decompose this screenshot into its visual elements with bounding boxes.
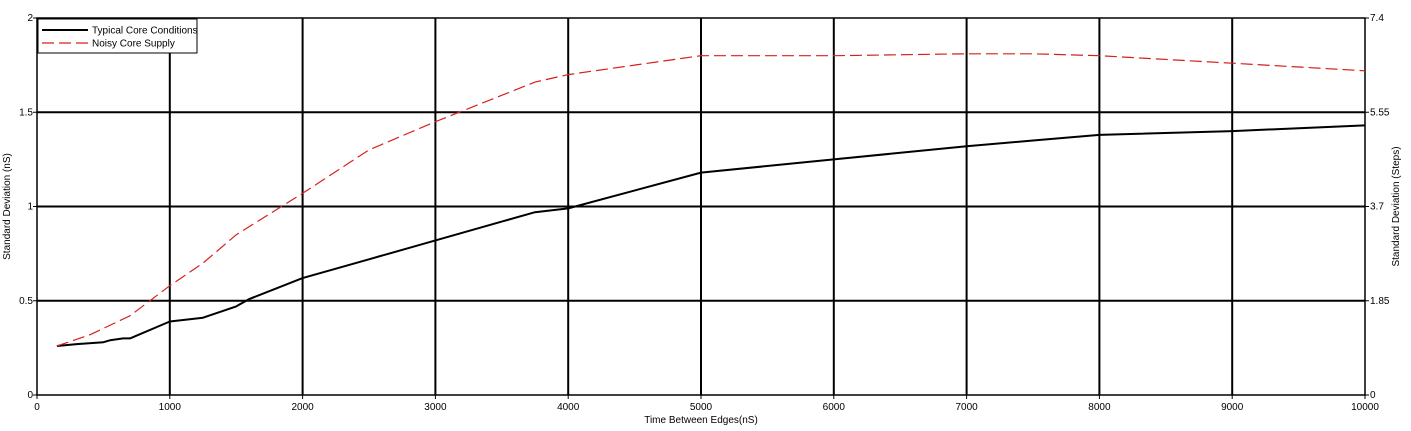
x-tick-label: 4000 [557, 402, 580, 413]
y2-tick-label: 5.55 [1370, 107, 1390, 118]
y-tick-label: 2 [27, 13, 33, 24]
series-line-2 [56, 53, 1366, 347]
legend-label-1: Typical Core Conditions [92, 26, 198, 37]
y2-tick-label: 1.85 [1370, 296, 1390, 307]
x-tick-label: 1000 [159, 402, 182, 413]
x-tick-label: 3000 [424, 402, 447, 413]
x-tick-label: 2000 [291, 402, 314, 413]
y2-axis-title: Standard Deviation (Steps) [1391, 146, 1402, 266]
series-line-1 [56, 124, 1366, 347]
grid-lines [37, 18, 1365, 395]
x-tick-label: 10000 [1351, 402, 1379, 413]
y-tick-label: 0.5 [19, 296, 33, 307]
series-lines [56, 53, 1366, 347]
x-tick-label: 0 [34, 402, 40, 413]
y-tick-label: 1.5 [19, 107, 33, 118]
y2-axis-ticks: 0 1.85 3.7 5.55 7.4 [1365, 13, 1390, 401]
x-tick-label: 8000 [1088, 402, 1111, 413]
y2-tick-label: 0 [1370, 390, 1376, 401]
x-axis-ticks: 0 1000 2000 3000 4000 5000 6000 7000 8000 9000 100… [34, 395, 1379, 413]
y-axis-ticks: 0 0.5 1 1.5 2 [19, 13, 37, 401]
y-tick-label: 0 [27, 390, 33, 401]
x-tick-label: 5000 [690, 402, 713, 413]
x-tick-label: 6000 [823, 402, 846, 413]
x-tick-label: 7000 [955, 402, 978, 413]
y2-tick-label: 7.4 [1370, 13, 1384, 24]
x-axis-title: Time Between Edges(nS) [644, 415, 758, 426]
x-tick-label: 9000 [1221, 402, 1244, 413]
y-tick-label: 1 [27, 202, 33, 213]
y-axis-title: Standard Deviation (nS) [2, 153, 13, 260]
y2-tick-label: 3.7 [1370, 202, 1384, 213]
legend: Typical Core Conditions Noisy Core Supply [37, 18, 198, 54]
legend-box [37, 18, 198, 54]
legend-label-2: Noisy Core Supply [92, 39, 175, 50]
